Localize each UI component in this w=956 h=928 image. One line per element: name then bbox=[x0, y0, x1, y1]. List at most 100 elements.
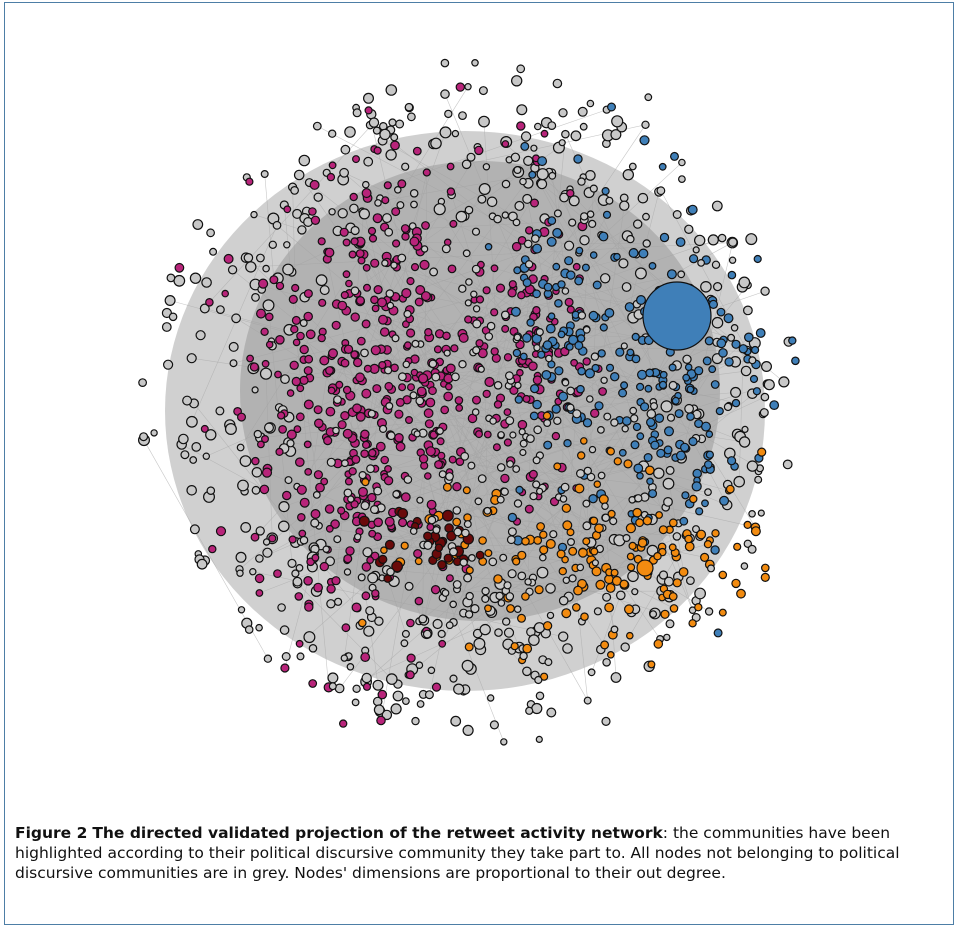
grey-node bbox=[567, 538, 576, 547]
grey-node bbox=[602, 657, 611, 667]
magenta-node bbox=[275, 447, 284, 456]
grey-node bbox=[250, 210, 258, 219]
orange-node bbox=[478, 536, 487, 545]
magenta-node bbox=[337, 506, 346, 515]
magenta-node bbox=[410, 263, 420, 272]
magenta-node bbox=[446, 162, 455, 171]
grey-node bbox=[588, 445, 597, 454]
grey-node bbox=[460, 451, 470, 461]
grey-node bbox=[384, 227, 394, 237]
blue-node bbox=[636, 471, 644, 480]
magenta-node bbox=[475, 339, 484, 348]
grey-node bbox=[644, 93, 653, 102]
magenta-node bbox=[395, 441, 406, 452]
magenta-node bbox=[339, 227, 349, 237]
magenta-node bbox=[255, 589, 264, 597]
blue-node bbox=[515, 485, 524, 494]
blue-node bbox=[547, 312, 556, 321]
blue-node bbox=[621, 416, 632, 426]
grey-node bbox=[180, 450, 190, 460]
grey-node bbox=[403, 309, 412, 319]
orange-node bbox=[684, 541, 695, 552]
magenta-node bbox=[364, 106, 373, 115]
blue-node bbox=[666, 269, 677, 280]
magenta-node bbox=[366, 556, 375, 564]
grey-node bbox=[374, 616, 384, 626]
magenta-node bbox=[245, 177, 254, 186]
magenta-node bbox=[422, 168, 431, 177]
grey-node bbox=[511, 75, 523, 87]
orange-node bbox=[688, 619, 697, 628]
grey-node bbox=[506, 460, 515, 468]
blue-node bbox=[705, 430, 714, 439]
grey-node bbox=[410, 200, 418, 209]
grey-node bbox=[502, 617, 511, 626]
grey-node bbox=[514, 381, 522, 390]
orange-node bbox=[624, 604, 635, 615]
magenta-node bbox=[317, 237, 326, 246]
grey-node bbox=[449, 547, 459, 557]
grey-node bbox=[404, 102, 414, 112]
blue-node bbox=[708, 365, 717, 374]
orange-node bbox=[574, 483, 585, 494]
magenta-node bbox=[250, 532, 260, 542]
blue-node bbox=[635, 382, 645, 391]
magenta-node bbox=[431, 682, 442, 692]
grey-node bbox=[334, 597, 343, 606]
orange-node bbox=[545, 538, 556, 549]
grey-node bbox=[757, 509, 765, 517]
orange-node bbox=[699, 552, 710, 563]
grey-node bbox=[499, 553, 508, 562]
magenta-node bbox=[342, 238, 351, 247]
magenta-node bbox=[303, 289, 313, 299]
magenta-node bbox=[288, 535, 297, 544]
magenta-node bbox=[379, 327, 390, 337]
grey-node bbox=[745, 233, 758, 246]
magenta-node bbox=[291, 376, 301, 387]
grey-node bbox=[712, 282, 723, 292]
magenta-node bbox=[406, 277, 415, 286]
grey-node bbox=[600, 273, 611, 284]
orange-node bbox=[568, 546, 578, 556]
magenta-node bbox=[522, 394, 531, 403]
orange-node bbox=[711, 529, 720, 538]
grey-node bbox=[473, 637, 486, 650]
grey-node bbox=[553, 209, 562, 218]
magenta-node bbox=[274, 370, 282, 379]
magenta-node bbox=[455, 404, 464, 412]
magenta-node bbox=[200, 424, 209, 433]
magenta-node bbox=[483, 430, 492, 439]
grey-node bbox=[385, 149, 397, 161]
grey-node bbox=[489, 417, 497, 425]
grey-node bbox=[656, 186, 666, 196]
grey-node bbox=[584, 169, 596, 181]
magenta-node bbox=[362, 263, 371, 272]
grey-node bbox=[642, 239, 651, 248]
grey-node bbox=[322, 545, 330, 553]
grey-node bbox=[471, 408, 480, 416]
grey-node bbox=[287, 558, 297, 569]
orange-node bbox=[400, 541, 409, 550]
magenta-node bbox=[570, 358, 579, 367]
magenta-node bbox=[320, 477, 329, 486]
orange-node bbox=[725, 484, 735, 494]
grey-node bbox=[507, 569, 517, 579]
orange-node bbox=[610, 568, 619, 577]
grey-node bbox=[496, 495, 505, 504]
magenta-node bbox=[392, 239, 401, 248]
grey-node bbox=[522, 193, 533, 204]
blue-node bbox=[554, 298, 563, 308]
orange-node bbox=[607, 509, 616, 518]
grey-node bbox=[444, 109, 453, 119]
orange-node bbox=[539, 530, 548, 539]
grey-node bbox=[711, 260, 721, 269]
blue-node bbox=[695, 507, 704, 516]
grey-node bbox=[545, 354, 553, 363]
grey-node bbox=[390, 261, 398, 269]
blue-node bbox=[554, 366, 564, 376]
magenta-node bbox=[395, 397, 405, 407]
grey-node bbox=[463, 573, 473, 583]
grey-node bbox=[568, 218, 577, 227]
darkred-node bbox=[434, 543, 444, 552]
grey-node bbox=[589, 184, 598, 193]
